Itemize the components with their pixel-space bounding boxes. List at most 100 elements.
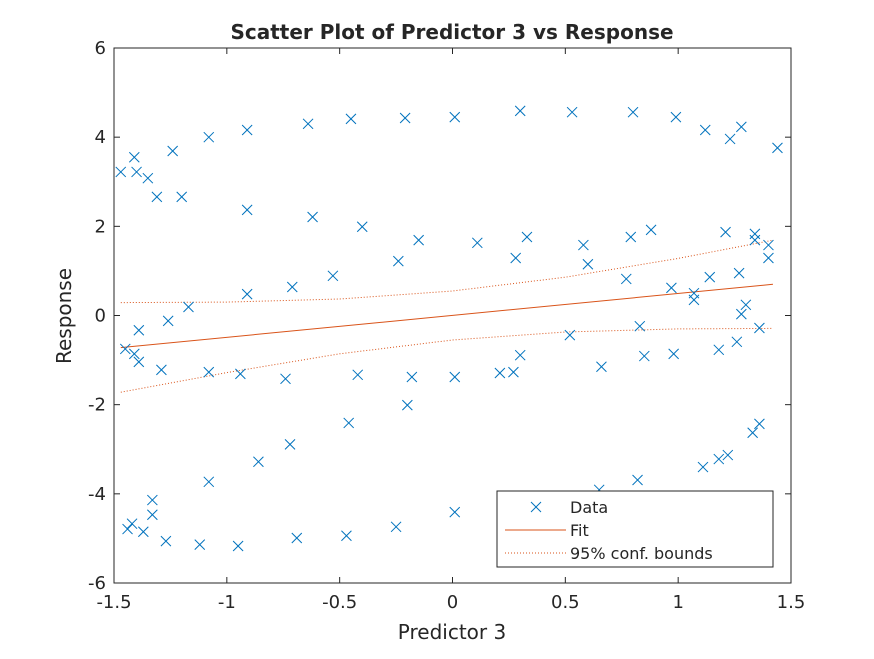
data-point	[763, 252, 774, 264]
x-tick-label: 0.5	[551, 592, 580, 613]
fit-line	[120, 283, 773, 349]
data-point	[194, 539, 206, 551]
legend-box	[496, 490, 774, 568]
x-tick-label: 1.5	[777, 592, 806, 613]
data-point	[625, 231, 637, 243]
data-point	[638, 350, 650, 362]
data-point	[634, 320, 646, 332]
data-point	[167, 145, 179, 157]
data-point	[763, 239, 774, 251]
x-tick-label: -1.5	[96, 592, 131, 613]
x-axis-label: Predictor 3	[398, 620, 506, 644]
data-point	[343, 417, 355, 429]
data-point	[510, 252, 522, 264]
data-point	[666, 282, 677, 294]
data-point	[241, 124, 253, 136]
data-point	[235, 368, 246, 380]
data-point	[307, 211, 318, 223]
data-point	[724, 133, 736, 145]
data-point	[735, 121, 747, 133]
data-point	[399, 112, 411, 124]
data-point	[345, 113, 357, 125]
data-point	[772, 142, 783, 154]
data-point	[514, 349, 526, 361]
data-point	[162, 315, 174, 327]
data-point	[720, 226, 731, 238]
data-point	[514, 105, 526, 117]
legend-label-data: Data	[570, 498, 608, 517]
data-point	[284, 438, 296, 450]
chart-title: Scatter Plot of Predictor 3 vs Response	[230, 20, 673, 44]
y-tick-label: -4	[88, 484, 106, 505]
data-point	[203, 476, 215, 488]
x-tick-label: -1	[218, 592, 236, 613]
data-point	[566, 106, 578, 118]
data-point	[713, 344, 725, 356]
conf-bound-lower	[120, 327, 773, 393]
data-point	[582, 258, 594, 270]
data-point	[203, 131, 215, 143]
legend-label-bounds: 95% conf. bounds	[570, 544, 713, 563]
data-point	[697, 461, 709, 473]
data-point	[670, 111, 682, 123]
y-tick-label: 4	[95, 127, 106, 148]
data-point	[735, 308, 747, 320]
data-point	[253, 456, 264, 468]
x-tick-label: 0	[447, 592, 458, 613]
data-point	[449, 111, 461, 123]
data-point	[406, 371, 418, 383]
data-point	[352, 369, 364, 381]
data-point	[151, 191, 163, 203]
data-point	[133, 356, 145, 368]
data-point	[627, 106, 639, 118]
data-point	[160, 535, 172, 547]
data-point	[722, 449, 734, 461]
legend-data-marker	[530, 501, 542, 513]
data-point	[578, 239, 589, 251]
data-point	[508, 366, 519, 378]
data-point	[704, 271, 716, 283]
data-point	[176, 191, 188, 203]
x-tick-label: -0.5	[322, 592, 357, 613]
data-point	[668, 348, 680, 360]
data-point	[688, 294, 700, 306]
y-tick-label: 2	[95, 216, 106, 237]
data-point	[128, 348, 140, 360]
data-point	[291, 532, 303, 544]
data-point	[203, 366, 215, 378]
y-tick-label: -2	[88, 395, 106, 416]
data-point	[115, 166, 127, 178]
data-point	[699, 124, 711, 136]
data-point	[620, 273, 632, 285]
data-point	[749, 234, 761, 246]
data-point	[731, 336, 743, 348]
data-point	[392, 255, 404, 267]
data-point	[119, 343, 131, 355]
data-point	[449, 371, 461, 383]
data-point	[645, 224, 657, 236]
data-point	[449, 506, 461, 518]
y-axis-label: Response	[52, 268, 76, 364]
data-point	[142, 172, 154, 184]
data-point	[413, 234, 425, 246]
data-point	[327, 270, 339, 282]
data-point	[713, 453, 725, 465]
data-point	[286, 281, 298, 293]
data-point	[280, 373, 291, 385]
data-point	[494, 367, 506, 379]
data-point	[740, 299, 752, 311]
data-point	[596, 361, 607, 373]
data-point	[632, 474, 643, 486]
data-point	[122, 523, 133, 535]
data-point	[564, 329, 576, 341]
x-tick-label: 1	[672, 592, 683, 613]
data-point	[754, 418, 765, 430]
data-point	[128, 151, 140, 163]
data-point	[302, 118, 314, 130]
data-point	[126, 518, 138, 530]
legend: Data Fit 95% conf. bounds	[496, 490, 774, 568]
data-point	[241, 288, 253, 300]
data-point	[341, 530, 352, 542]
y-tick-label: -6	[88, 573, 106, 594]
